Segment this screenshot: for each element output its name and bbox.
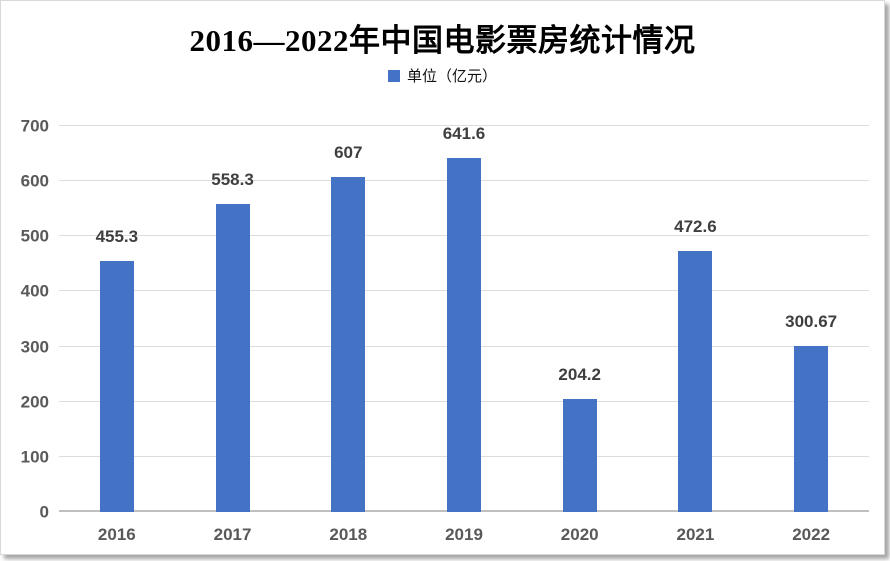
band-2019: 641.6: [406, 124, 522, 512]
x-tick-label-2018: 2018: [329, 525, 368, 544]
legend: 单位（亿元）: [1, 65, 884, 86]
y-tick-label-0: 0: [39, 502, 49, 522]
y-tick-label-300: 300: [20, 337, 49, 357]
x-tick-label-2021: 2021: [676, 525, 715, 544]
y-tick-label-500: 500: [20, 226, 49, 246]
data-label-2021: 472.6: [674, 217, 717, 237]
bar-2021: [678, 251, 713, 512]
data-label-2019: 641.6: [442, 124, 486, 144]
band-2018: 607: [290, 126, 406, 512]
band-2022: 300.67: [753, 126, 869, 512]
data-label-2016: 455.3: [95, 226, 139, 246]
y-tick-label-100: 100: [20, 447, 49, 467]
band-2016: 455.3: [59, 126, 175, 512]
data-label-2018: 607: [334, 143, 363, 163]
band-2020: 204.2: [522, 126, 638, 512]
bar-2016: [99, 260, 134, 512]
band-2017: 558.3: [175, 126, 291, 512]
band-2021: 472.6: [638, 126, 754, 512]
data-label-2022: 300.67: [785, 312, 838, 332]
x-tick-label-2019: 2019: [445, 525, 483, 544]
y-tick-label-400: 400: [20, 281, 49, 301]
bar-2022: [794, 346, 829, 512]
data-label-2017: 558.3: [211, 170, 254, 190]
y-axis-labels: 0 100 200 300 400 500 600 700: [1, 118, 49, 521]
y-tick-label-700: 700: [20, 116, 49, 136]
gridline-700: [59, 125, 869, 126]
x-axis-labels: 2016 2017 2018 2019 2020 2021 2022: [59, 521, 869, 543]
bar-2019: [446, 158, 481, 512]
bar-2018: [331, 177, 366, 512]
legend-label: 单位（亿元）: [406, 69, 497, 85]
x-tick-label-2022: 2022: [792, 525, 831, 544]
plot-area: 455.3 558.3 607 641.6 204.2 472.6 300.67: [59, 124, 869, 512]
bar-2017: [215, 204, 250, 512]
bar-2020: [562, 399, 597, 512]
x-tick-label-2016: 2016: [97, 525, 136, 544]
x-tick-label-2017: 2017: [213, 525, 252, 544]
x-tick-label-2020: 2020: [560, 525, 599, 544]
data-label-2020: 204.2: [558, 365, 601, 385]
chart-title: 2016—2022年中国电影票房统计情况: [189, 23, 696, 58]
y-tick-label-600: 600: [20, 171, 49, 191]
y-tick-label-200: 200: [20, 392, 49, 412]
legend-swatch-icon: [387, 69, 400, 82]
